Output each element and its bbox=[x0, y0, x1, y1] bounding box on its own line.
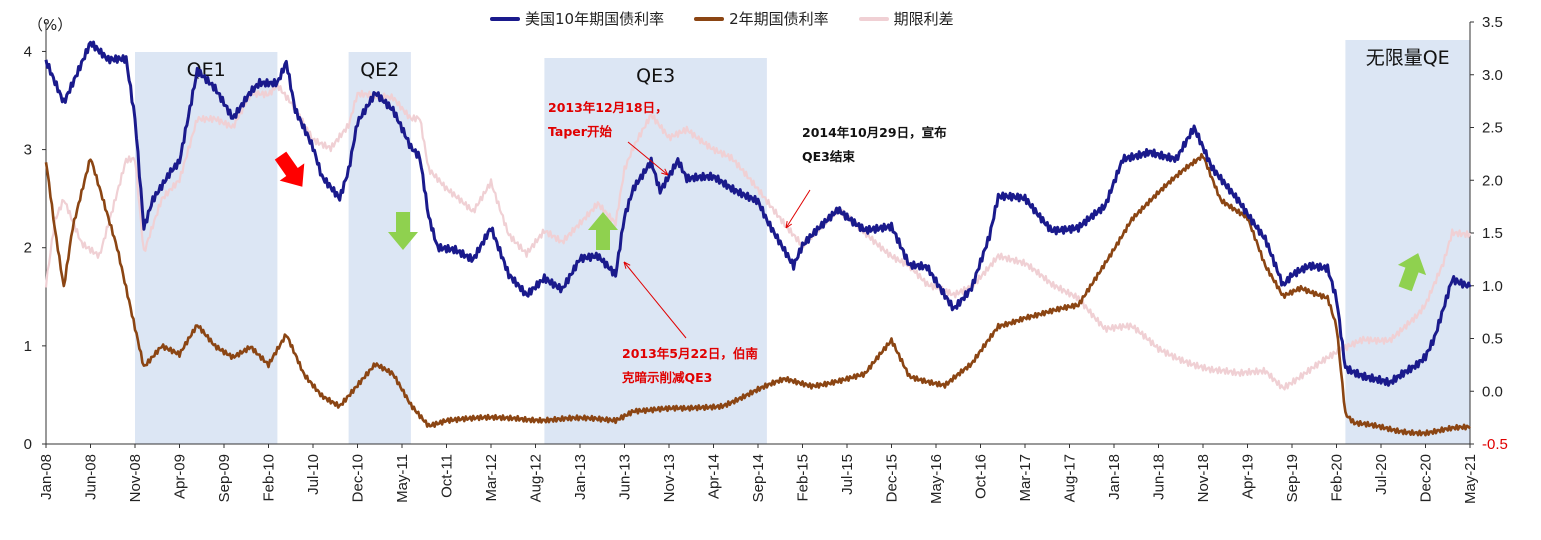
legend-swatch-spread bbox=[858, 16, 889, 21]
left-axis-label: （%） bbox=[28, 16, 73, 34]
annotation-pointer-head-2 bbox=[785, 221, 793, 229]
annotation-pointer-2 bbox=[785, 189, 811, 229]
qe-label-3: QE3 bbox=[636, 65, 675, 87]
x-tick-label: Nov-08 bbox=[127, 454, 144, 502]
x-tick-label: Jul-10 bbox=[305, 454, 322, 495]
x-tick-label: Apr-14 bbox=[706, 454, 723, 499]
x-tick-label: Aug-12 bbox=[528, 454, 545, 502]
annotation-2-line-2: QE3结束 bbox=[802, 149, 855, 164]
y-right-tick-label: 2.5 bbox=[1482, 120, 1503, 137]
y-left-tick-label: 1 bbox=[24, 338, 32, 355]
x-tick-label: Feb-20 bbox=[1329, 454, 1346, 502]
y-left-tick-label: 3 bbox=[24, 142, 32, 159]
x-tick-label: Jun-18 bbox=[1151, 454, 1168, 500]
x-tick-label: Jan-18 bbox=[1106, 454, 1123, 500]
annotation-pointer-head-3 bbox=[623, 261, 631, 269]
qe-region-4 bbox=[1345, 40, 1470, 444]
trend-arrow-1 bbox=[274, 151, 305, 187]
x-tick-label: Nov-18 bbox=[1195, 454, 1212, 502]
legend-item-2y: 2年期国债利率 bbox=[694, 8, 829, 29]
x-tick-label: Feb-10 bbox=[261, 454, 278, 502]
x-tick-label: Feb-15 bbox=[795, 454, 812, 502]
annotation-1-line-2: Taper开始 bbox=[548, 124, 612, 139]
x-tick-label: May-21 bbox=[1462, 454, 1479, 504]
x-tick-label: Sep-09 bbox=[216, 454, 233, 502]
trend-arrow-2 bbox=[388, 212, 418, 250]
x-tick-label: Aug-17 bbox=[1062, 454, 1079, 502]
x-tick-label: Oct-11 bbox=[439, 454, 456, 498]
trend-arrow-3 bbox=[588, 212, 618, 250]
trend-arrow-shape bbox=[274, 151, 305, 187]
legend-swatch-10y bbox=[490, 16, 520, 21]
x-tick-label: Mar-17 bbox=[1017, 454, 1034, 502]
qe-label-2: QE2 bbox=[360, 59, 399, 81]
annotation-3-line-2: 克暗示削减QE3 bbox=[622, 370, 712, 385]
legend-label-10y: 美国10年期国债利率 bbox=[525, 10, 665, 28]
annotation-pointer-head-1 bbox=[661, 168, 669, 176]
x-tick-label: Sep-19 bbox=[1284, 454, 1301, 502]
x-tick-label: Apr-19 bbox=[1240, 454, 1257, 499]
y-right-tick-label: 3.0 bbox=[1482, 67, 1503, 84]
x-tick-label: Apr-09 bbox=[172, 454, 189, 499]
x-tick-label: Jul-20 bbox=[1373, 454, 1390, 495]
legend: 美国10年期国债利率 2年期国债利率 期限利差 bbox=[490, 8, 954, 29]
trend-arrow-4 bbox=[1397, 253, 1427, 292]
series-line-0 bbox=[44, 40, 1472, 387]
x-tick-label: Jun-08 bbox=[83, 454, 100, 500]
y-left-tick-label: 2 bbox=[24, 240, 32, 257]
y-left-tick-label: 4 bbox=[24, 43, 32, 60]
x-tick-label: Jul-15 bbox=[839, 454, 856, 495]
y-right-tick-label: 2.0 bbox=[1482, 172, 1503, 189]
x-tick-label: Dec-10 bbox=[350, 454, 367, 502]
y-right-tick-label: 3.5 bbox=[1482, 14, 1503, 31]
trend-arrow-shape bbox=[588, 212, 618, 250]
x-tick-label: Jun-13 bbox=[617, 454, 634, 500]
x-tick-label: Nov-13 bbox=[661, 454, 678, 502]
legend-label-spread: 期限利差 bbox=[893, 10, 954, 28]
legend-item-spread: 期限利差 bbox=[858, 8, 954, 29]
annotation-2-line-1: 2014年10月29日，宣布 bbox=[802, 125, 947, 140]
x-tick-label: May-16 bbox=[928, 454, 945, 504]
legend-label-2y: 2年期国债利率 bbox=[729, 10, 829, 28]
x-tick-label: Oct-16 bbox=[973, 454, 990, 499]
qe-region-3 bbox=[544, 58, 767, 444]
series-line-1 bbox=[44, 152, 1471, 437]
x-tick-label: May-11 bbox=[394, 454, 411, 503]
qe-region-1 bbox=[135, 52, 278, 444]
trend-arrow-shape bbox=[1397, 253, 1427, 292]
x-tick-label: Dec-20 bbox=[1418, 454, 1435, 502]
series-line-2 bbox=[44, 81, 1472, 391]
annotation-3-line-1: 2013年5月22日，伯南 bbox=[622, 346, 758, 361]
y-right-tick-label: 0.0 bbox=[1482, 383, 1503, 400]
x-tick-label: Mar-12 bbox=[483, 454, 500, 502]
x-tick-label: Jan-08 bbox=[38, 454, 55, 500]
y-right-tick-label: 1.0 bbox=[1482, 278, 1503, 295]
trend-arrow-shape bbox=[388, 212, 418, 250]
qe-label-4: 无限量QE bbox=[1366, 47, 1450, 69]
y-right-tick-label: -0.5 bbox=[1482, 436, 1508, 453]
legend-item-10y: 美国10年期国债利率 bbox=[490, 8, 664, 29]
y-left-tick-label: 0 bbox=[24, 436, 32, 453]
x-tick-label: Jan-13 bbox=[572, 454, 589, 500]
x-tick-label: Sep-14 bbox=[750, 454, 767, 502]
legend-swatch-2y bbox=[694, 16, 725, 21]
x-tick-label: Dec-15 bbox=[884, 454, 901, 502]
annotation-pointer-3 bbox=[623, 261, 687, 339]
annotation-1-line-1: 2013年12月18日， bbox=[548, 100, 668, 115]
y-right-tick-label: 0.5 bbox=[1482, 331, 1503, 348]
y-right-tick-label: 1.5 bbox=[1482, 225, 1503, 242]
annotation-pointer-1 bbox=[627, 141, 669, 176]
